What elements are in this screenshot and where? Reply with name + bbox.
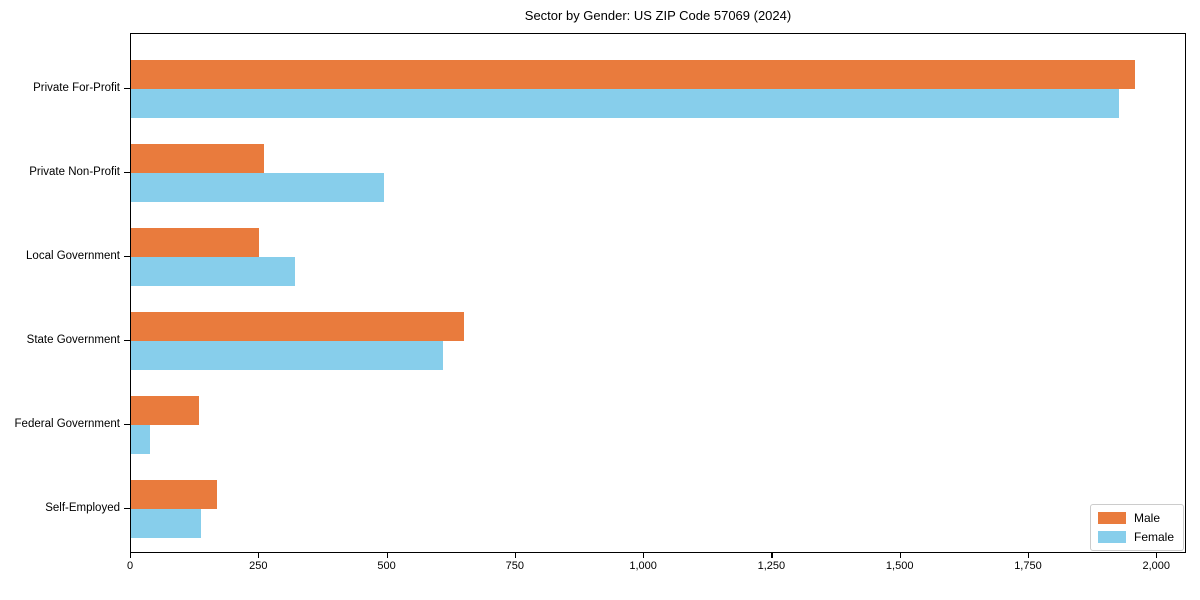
x-tick-mark-1000 <box>643 553 645 558</box>
plot-area <box>130 33 1186 553</box>
bar-female-federal-government <box>131 425 151 454</box>
y-tick-mark-self-employed <box>124 508 130 510</box>
bar-group-state-government <box>131 312 1185 370</box>
legend-item-male: Male <box>1097 511 1174 525</box>
y-tick-mark-local-government <box>124 256 130 258</box>
y-tick-mark-private-for-profit <box>124 88 130 90</box>
x-tick-mark-500 <box>386 553 388 558</box>
legend-label-female: Female <box>1133 530 1174 544</box>
y-axis-label-private-for-profit: Private For-Profit <box>33 82 120 94</box>
bar-female-private-for-profit <box>131 89 1120 118</box>
x-tick-label-500: 500 <box>377 560 396 572</box>
x-tick-label-0: 0 <box>126 560 134 572</box>
bar-female-private-non-profit <box>131 173 384 202</box>
x-tick-label-1000: 1,000 <box>629 560 657 572</box>
y-axis-label-local-government: Local Government <box>26 250 120 262</box>
x-tick-label-1250: 1,250 <box>757 560 786 572</box>
legend: Male Female <box>1089 504 1184 551</box>
bar-group-federal-government <box>131 396 1185 454</box>
x-tick-mark-1250 <box>771 553 773 558</box>
x-tick-label-2000: 2,000 <box>1142 560 1170 572</box>
bar-male-private-for-profit <box>131 60 1135 89</box>
y-axis-label-private-non-profit: Private Non-Profit <box>29 166 120 178</box>
legend-item-female: Female <box>1097 530 1174 544</box>
bar-female-state-government <box>131 341 444 370</box>
bar-male-federal-government <box>131 396 200 425</box>
legend-label-male: Male <box>1133 511 1160 525</box>
x-tick-mark-0 <box>130 553 132 558</box>
bar-male-self-employed <box>131 480 218 509</box>
bar-group-private-for-profit <box>131 60 1185 118</box>
y-axis-label-self-employed: Self-Employed <box>45 502 120 514</box>
y-tick-mark-state-government <box>124 340 130 342</box>
bar-group-private-non-profit <box>131 144 1185 202</box>
x-tick-label-1750: 1,750 <box>1014 560 1042 572</box>
y-tick-mark-private-non-profit <box>124 172 130 174</box>
y-axis-label-federal-government: Federal Government <box>14 418 120 430</box>
x-tick-mark-750 <box>514 553 517 558</box>
y-tick-mark-federal-government <box>124 424 130 426</box>
bar-male-private-non-profit <box>131 144 265 173</box>
bar-male-local-government <box>131 228 260 257</box>
y-axis-label-state-government: State Government <box>26 334 120 346</box>
bar-male-state-government <box>131 312 464 341</box>
bar-group-self-employed <box>131 480 1185 538</box>
legend-swatch-male <box>1097 512 1126 524</box>
x-tick-label-750: 750 <box>505 560 524 572</box>
x-tick-label-1500: 1,500 <box>885 560 914 572</box>
bar-group-local-government <box>131 228 1185 286</box>
x-tick-mark-1750 <box>1027 553 1030 558</box>
chart-title: Sector by Gender: US ZIP Code 57069 (202… <box>524 8 792 23</box>
x-tick-mark-2000 <box>1156 553 1158 558</box>
legend-swatch-female <box>1097 531 1126 543</box>
x-tick-label-250: 250 <box>249 560 268 572</box>
bar-female-local-government <box>131 257 295 286</box>
x-tick-mark-250 <box>258 553 260 558</box>
x-tick-mark-1500 <box>899 553 901 558</box>
bar-female-self-employed <box>131 509 201 538</box>
